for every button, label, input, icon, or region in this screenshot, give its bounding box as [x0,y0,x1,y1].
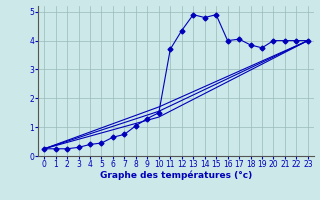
X-axis label: Graphe des températures (°c): Graphe des températures (°c) [100,171,252,180]
